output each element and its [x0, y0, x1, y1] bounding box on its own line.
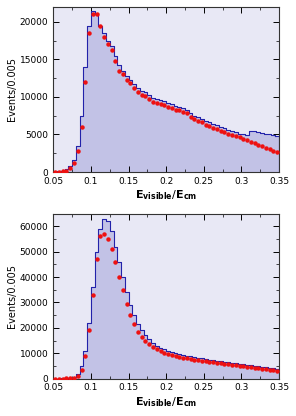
Y-axis label: Events/0.005: Events/0.005: [7, 57, 17, 121]
Polygon shape: [53, 219, 279, 379]
Polygon shape: [53, 11, 279, 172]
X-axis label: $\mathbf{E}_{\mathbf{visible}}/\mathbf{E}_{\mathbf{cm}}$: $\mathbf{E}_{\mathbf{visible}}/\mathbf{E…: [135, 395, 197, 409]
Y-axis label: Events/0.005: Events/0.005: [7, 264, 17, 328]
X-axis label: $\mathbf{E}_{\mathbf{visible}}/\mathbf{E}_{\mathbf{cm}}$: $\mathbf{E}_{\mathbf{visible}}/\mathbf{E…: [135, 188, 197, 203]
